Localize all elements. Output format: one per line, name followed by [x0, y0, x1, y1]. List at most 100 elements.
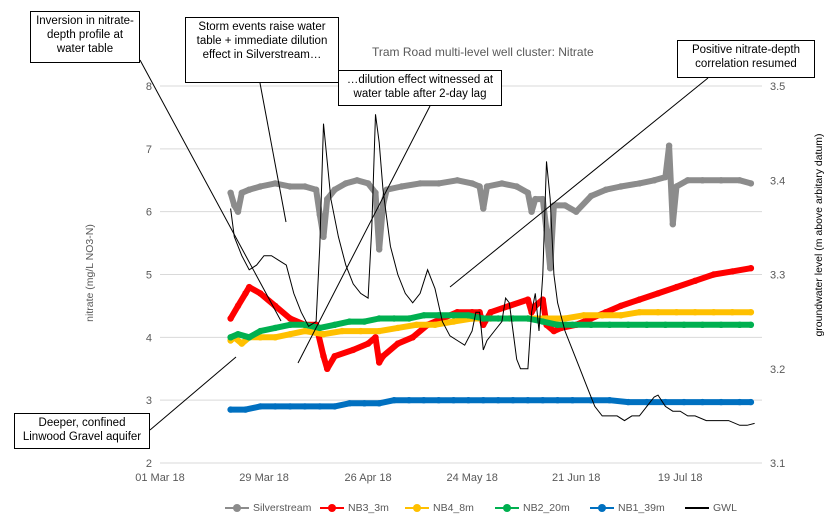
data-point-silverstream	[483, 183, 491, 190]
data-point-silverstream	[617, 183, 624, 190]
data-point-silverstream	[416, 180, 424, 187]
data-point-nb1-39m	[717, 398, 725, 406]
y-tick-label: 5	[146, 270, 152, 282]
data-point-nb4-8m	[338, 327, 346, 335]
data-point-nb3-3m	[376, 359, 383, 366]
data-point-nb1-39m	[316, 403, 323, 410]
data-point-nb2-20m	[625, 321, 632, 328]
data-point-silverstream	[331, 186, 338, 193]
data-point-silverstream	[398, 183, 405, 190]
annotation-positive: Positive nitrate-depth correlation resum…	[677, 40, 815, 78]
data-point-silverstream	[342, 180, 349, 187]
data-point-silverstream	[602, 186, 610, 193]
data-point-silverstream	[246, 186, 253, 193]
data-point-nb4-8m	[238, 340, 245, 347]
y-tick-label: 7	[146, 144, 152, 156]
series	[227, 114, 755, 426]
data-point-silverstream	[662, 173, 669, 181]
data-point-nb2-20m	[495, 315, 502, 322]
data-point-nb3-3m	[636, 296, 643, 303]
legend-label: NB2_20m	[523, 502, 570, 514]
data-point-nb2-20m	[234, 331, 242, 338]
y-tick-label: 4	[146, 332, 152, 344]
legend-swatch	[405, 500, 429, 516]
data-point-nb4-8m	[580, 312, 587, 319]
data-point-nb4-8m	[301, 327, 309, 335]
data-point-silverstream	[272, 180, 279, 187]
data-point-nb2-20m	[643, 321, 650, 328]
data-point-nb4-8m	[673, 309, 680, 316]
data-point-nb1-39m	[420, 397, 427, 404]
legend-item-silverstream: Silverstream	[225, 500, 311, 516]
data-point-nb3-3m	[617, 302, 624, 310]
series-line-gwl	[230, 114, 755, 426]
data-point-silverstream	[513, 183, 520, 190]
data-point-nb2-20m	[587, 321, 595, 328]
legend-label: NB3_3m	[348, 502, 389, 514]
data-point-nb3-3m	[246, 283, 253, 291]
data-point-nb3-3m	[234, 302, 242, 310]
data-point-nb3-3m	[379, 353, 387, 360]
legend-swatch	[495, 500, 519, 516]
data-point-nb1-39m	[680, 398, 688, 406]
legend-item-gwl: GWL	[685, 500, 737, 516]
x-tick-label: 29 Mar 18	[239, 472, 289, 484]
data-point-nb2-20m	[524, 315, 532, 322]
data-point-nb4-8m	[320, 331, 327, 338]
data-point-nb1-39m	[257, 403, 264, 410]
data-point-silverstream	[231, 202, 238, 209]
data-point-nb4-8m	[376, 327, 383, 335]
data-point-silverstream	[454, 177, 461, 184]
data-point-silverstream	[234, 208, 242, 215]
data-point-nb2-20m	[257, 327, 264, 335]
data-point-nb2-20m	[246, 334, 253, 341]
data-point-nb3-3m	[242, 290, 249, 297]
data-point-nb1-39m	[509, 397, 517, 404]
data-point-nb1-39m	[272, 403, 279, 410]
data-point-nb2-20m	[717, 321, 725, 328]
y2-axis-label: groundwater level (m above arbitary datu…	[813, 133, 825, 336]
annotation-pointer	[449, 77, 709, 288]
data-point-nb4-8m	[691, 309, 699, 316]
data-point-silverstream	[320, 233, 327, 240]
data-point-nb4-8m	[599, 312, 606, 319]
data-point-nb3-3m	[331, 353, 338, 360]
data-point-nb3-3m	[350, 346, 357, 354]
y2-tick-label: 3.4	[770, 175, 785, 187]
data-point-nb4-8m	[654, 309, 662, 316]
annotation-pointer	[139, 59, 282, 322]
data-point-nb1-39m	[625, 398, 632, 406]
legend-label: GWL	[713, 502, 737, 514]
data-point-nb2-20m	[376, 315, 383, 322]
data-point-silverstream	[736, 177, 743, 184]
data-point-silverstream	[376, 246, 383, 253]
data-point-silverstream	[699, 177, 706, 184]
data-point-nb2-20m	[227, 334, 234, 341]
data-point-nb2-20m	[662, 321, 669, 328]
data-point-silverstream	[257, 183, 264, 190]
data-point-silverstream	[543, 227, 550, 234]
data-point-nb2-20m	[606, 321, 613, 328]
legend-swatch	[590, 500, 614, 516]
annotation-pointer	[297, 105, 431, 364]
data-point-nb1-39m	[435, 397, 442, 404]
data-point-nb2-20m	[405, 315, 413, 322]
data-point-silverstream	[324, 195, 331, 203]
data-point-nb3-3m	[524, 296, 532, 303]
data-point-silverstream	[301, 183, 309, 190]
x-tick-label: 26 Apr 18	[345, 472, 392, 484]
data-point-silverstream	[669, 221, 676, 228]
data-point-nb4-8m	[286, 331, 294, 338]
annotation-pointer	[149, 356, 237, 431]
legend-label: Silverstream	[253, 502, 312, 514]
data-point-nb1-39m	[606, 397, 613, 404]
data-point-nb4-8m	[357, 327, 364, 335]
data-point-nb2-20m	[316, 324, 323, 332]
legend-item-nb1-39m: NB1_39m	[590, 500, 665, 516]
x-tick-label: 21 Jun 18	[552, 472, 600, 484]
annotation-storm: Storm events raise water table + immedia…	[185, 17, 339, 83]
legend: Silverstream NB3_3m NB4_8m NB2_20m NB1_39m GW…	[225, 500, 825, 516]
data-point-silverstream	[532, 195, 539, 203]
data-point-nb2-20m	[554, 321, 561, 328]
data-point-silverstream	[528, 208, 535, 215]
